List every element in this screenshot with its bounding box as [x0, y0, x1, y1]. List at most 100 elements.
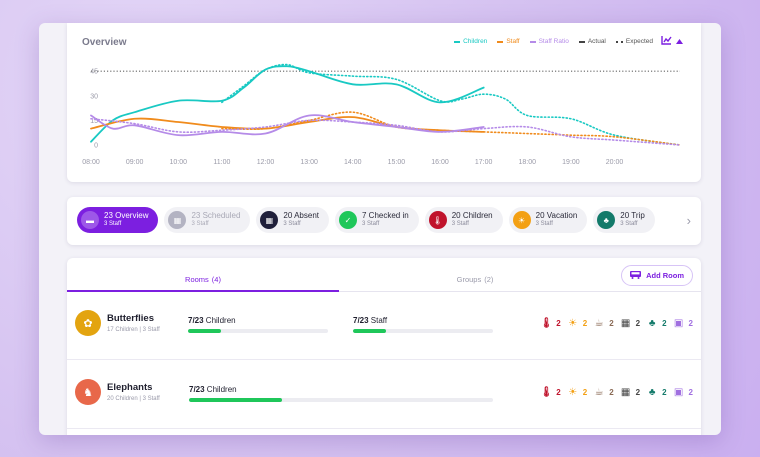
room-stats: 🌡 2 ☀ 2 ☕ 2 ▦ 2 ♣ 2 ▣ 2	[540, 386, 693, 398]
room-stat-value: 2	[582, 387, 588, 397]
caret-up-icon[interactable]	[676, 37, 683, 46]
x-tick-label: 15:00	[388, 159, 406, 166]
status-pill-title: 23 Overview	[104, 211, 149, 221]
status-label: Checked in	[366, 211, 409, 221]
status-pill-title: 20 Trip	[620, 211, 645, 221]
room-stat: ♣ 2	[646, 386, 667, 398]
children-metric-label: 7/23 Children	[188, 316, 328, 325]
x-tick-label: 13:00	[300, 159, 318, 166]
status-pill-scheduled[interactable]: ▦ 23 Scheduled 3 Staff	[164, 207, 251, 233]
y-tick-label: 15	[90, 118, 98, 125]
chart-icon[interactable]	[661, 35, 672, 47]
status-pill-absent[interactable]: ▦ 20 Absent 3 Staff	[256, 207, 329, 233]
status-pill-title: 20 Children	[452, 211, 493, 221]
status-count: 20	[535, 211, 545, 221]
status-pill-vacation[interactable]: ☀ 20 Vacation 3 Staff	[508, 207, 588, 233]
room-stat-value: 2	[688, 318, 693, 328]
status-sub: 3 Staff	[535, 221, 553, 228]
series-line-staff-ratio-dotted	[90, 117, 681, 146]
status-label: Trip	[629, 211, 645, 221]
legend-swatch	[454, 40, 461, 43]
tab-rooms-label: Rooms	[185, 275, 209, 284]
legend-item: Expected	[615, 38, 653, 45]
status-pill-children[interactable]: 🌡 20 Children 3 Staff	[424, 207, 503, 233]
calendar-icon: ▦	[620, 317, 631, 329]
x-tick-label: 09:00	[126, 159, 144, 166]
status-pill-trip[interactable]: ♣ 20 Trip 3 Staff	[593, 207, 655, 233]
room-stat-value: 2	[662, 318, 667, 328]
legend-swatch	[578, 40, 585, 43]
room-stat: ☀ 2	[567, 317, 587, 329]
rooms-tabs: Rooms (4) Groups (2) Add Room	[67, 258, 701, 292]
thermometer-icon: 🌡	[539, 386, 553, 398]
room-subtitle: 17 Children | 3 Staff	[107, 327, 160, 333]
legend-swatch	[529, 40, 536, 43]
chevron-right-icon[interactable]: ›	[686, 213, 691, 228]
room-stat-value: 2	[609, 387, 614, 397]
add-room-button[interactable]: Add Room	[621, 265, 693, 286]
x-tick-label: 08:00	[82, 159, 100, 166]
children-metric-text: Children	[203, 316, 236, 325]
calendar-icon: ▦	[620, 386, 631, 398]
status-count: 20	[620, 211, 630, 221]
room-stat-value: 2	[688, 387, 693, 397]
room-row[interactable]: ♞ Elephants 20 Children | 3 Staff 7/23 Chil…	[67, 361, 701, 429]
tab-rooms[interactable]: Rooms (4)	[67, 275, 339, 292]
chart-legend: Children Staff Staff Ratio Actual Expected	[454, 38, 653, 45]
legend-item: Staff Ratio	[529, 38, 569, 45]
bus-icon	[630, 270, 642, 281]
series-line-staff-dotted	[221, 111, 681, 146]
children-metric-label: 7/23 Children	[189, 385, 493, 394]
legend-label: Staff Ratio	[538, 38, 569, 45]
app-window: Overview Children Staff Staff Ratio Actual E…	[39, 23, 721, 435]
room-stat: 🌡 2	[539, 317, 561, 329]
thermometer-icon: 🌡	[539, 317, 553, 329]
status-count: 23	[191, 211, 201, 221]
calendar-icon: ▦	[168, 211, 187, 229]
x-tick-label: 19:00	[562, 159, 580, 166]
children-metric-progress-fill	[189, 398, 282, 402]
thermometer-icon: 🌡	[428, 211, 447, 229]
x-tick-label: 17:00	[475, 159, 493, 166]
chart-title: Overview	[82, 37, 127, 48]
status-sub: 3 Staff	[451, 221, 469, 228]
room-stat: ♣ 2	[646, 317, 667, 329]
staff-metric-text: Staff	[368, 316, 388, 325]
status-pill-checked-in[interactable]: ✓ 7 Checked in 3 Staff	[335, 207, 419, 233]
status-sub: 3 Staff	[620, 221, 638, 228]
room-stat: ▣ 2	[673, 386, 693, 398]
children-metric-text: Children	[204, 385, 237, 394]
tab-groups[interactable]: Groups (2)	[339, 275, 611, 284]
status-pills: ▬ 23 Overview 3 Staff ▦ 23 Scheduled 3 Staff ▦…	[77, 207, 655, 233]
legend-item: Actual	[578, 38, 606, 45]
x-tick-label: 20:00	[606, 159, 624, 166]
children-metric-progress-track	[189, 398, 493, 402]
room-stat: ☕ 2	[593, 317, 614, 329]
room-row[interactable]: ✿ Butterflies 17 Children | 3 Staff 7/23 Ch…	[67, 292, 701, 360]
staff-metric-value: 7/23	[353, 316, 369, 325]
legend-swatch	[615, 40, 623, 43]
staff-metric-progress-fill	[353, 329, 387, 333]
room-subtitle: 20 Children | 3 Staff	[107, 396, 160, 402]
y-tick-label: 0	[94, 143, 98, 150]
staff-metric-label: 7/23 Staff	[353, 316, 493, 325]
room-stat-value: 2	[635, 387, 641, 397]
status-pill-overview[interactable]: ▬ 23 Overview 3 Staff	[77, 207, 159, 233]
status-label: Overview	[112, 211, 149, 221]
series-line-staff-ratio-solid	[90, 114, 485, 137]
room-stat-value: 2	[582, 318, 588, 328]
status-sub: 3 Staff	[283, 221, 301, 228]
legend-label: Expected	[625, 38, 653, 45]
status-count: 23	[104, 211, 113, 221]
sun-icon: ☀	[512, 211, 531, 229]
status-label: Vacation	[544, 211, 578, 221]
children-metric: 7/23 Children	[189, 385, 493, 402]
children-metric-value: 7/23	[188, 316, 204, 325]
overview-line-chart: 0 15 30 45 08:00 09:00 10:00 11:00 12:00 13:00 14:…	[82, 63, 681, 166]
calendar-x-icon: ▦	[260, 211, 279, 229]
overview-chart-card: Overview Children Staff Staff Ratio Actual E…	[67, 23, 701, 182]
tab-rooms-count: (4)	[211, 275, 221, 284]
room-name: Elephants	[107, 382, 153, 393]
status-pill-text: 20 Children 3 Staff	[451, 211, 493, 228]
tree-icon: ♣	[648, 386, 656, 398]
